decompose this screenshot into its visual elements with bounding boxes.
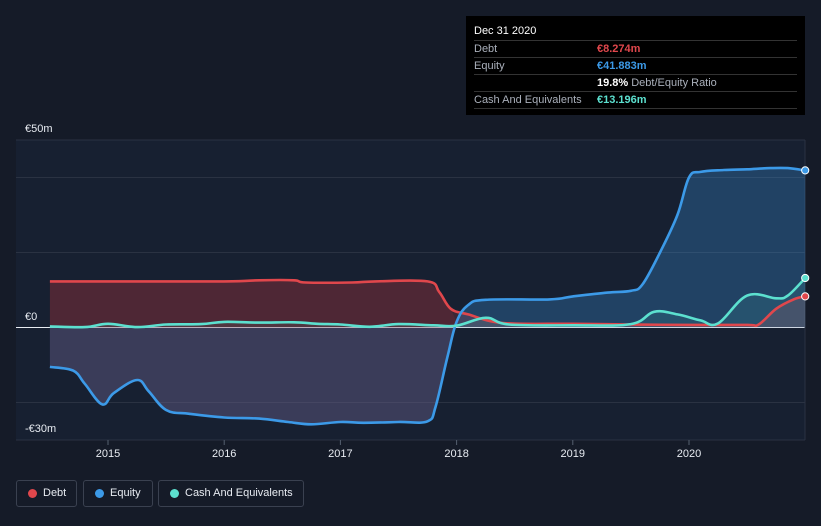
x-tick-label-2017: 2017 — [328, 448, 352, 460]
line-cash-and-equivalents — [49, 277, 807, 329]
end-marker-debt — [801, 292, 810, 301]
end-marker-equity — [801, 166, 810, 175]
area-debt-coverage — [49, 280, 457, 425]
ratio-label: Debt/Equity Ratio — [631, 77, 717, 89]
legend-item-debt[interactable]: Debt — [16, 480, 77, 507]
legend-dot-icon — [95, 489, 104, 498]
x-tick-label-2019: 2019 — [561, 448, 585, 460]
series-lines — [49, 166, 807, 426]
area-equity — [49, 167, 806, 425]
line-debt — [49, 278, 806, 328]
end-marker-cash-and-equivalents — [801, 273, 810, 283]
x-tick-label-2020: 2020 — [677, 448, 701, 460]
x-tick-label-2015: 2015 — [96, 448, 120, 460]
tooltip-label: Cash And Equivalents — [474, 94, 582, 106]
area-cash-and-equivalents — [49, 278, 806, 328]
ratio-value: 19.8% — [597, 77, 629, 89]
x-tick-label-2018: 2018 — [444, 448, 468, 460]
tooltip-value-debt: €8.274m — [597, 43, 641, 55]
tooltip-label: Debt — [474, 43, 498, 55]
legend-item-equity[interactable]: Equity — [83, 480, 153, 507]
legend-dot-icon — [170, 489, 179, 498]
line-equity — [49, 166, 806, 426]
y-tick-label-zero: €0 — [25, 311, 38, 323]
y-tick-label-bottom: -€30m — [25, 423, 57, 435]
legend-label: Cash And Equivalents — [185, 487, 293, 499]
tooltip-date: Dec 31 2020 — [474, 23, 797, 41]
tooltip-value-ratio: 19.8% Debt/Equity Ratio — [597, 75, 717, 91]
tooltip-label: Equity — [474, 60, 505, 72]
x-axis-ticks: 2015 2016 2017 2018 2019 2020 — [96, 440, 701, 460]
legend-item-cash[interactable]: Cash And Equivalents — [158, 480, 304, 507]
series-areas — [49, 167, 806, 425]
tooltip-row-debt: Debt €8.274m — [474, 41, 797, 58]
legend-dot-icon — [28, 489, 37, 498]
y-tick-label-top: €50m — [25, 123, 53, 135]
x-tick-label-2016: 2016 — [212, 448, 236, 460]
series-end-markers — [801, 166, 810, 301]
tooltip-row-ratio: 19.8% Debt/Equity Ratio — [474, 75, 797, 92]
legend-label: Debt — [43, 487, 67, 499]
legend-label: Equity — [110, 487, 141, 499]
tooltip-row-equity: Equity €41.883m — [474, 58, 797, 75]
tooltip-value-cash: €13.196m — [597, 94, 647, 106]
area-debt — [49, 279, 806, 328]
tooltip-value-equity: €41.883m — [597, 60, 647, 72]
data-tooltip: Dec 31 2020 Debt €8.274m Equity €41.883m… — [466, 16, 805, 115]
tooltip-row-cash: Cash And Equivalents €13.196m — [474, 92, 797, 109]
